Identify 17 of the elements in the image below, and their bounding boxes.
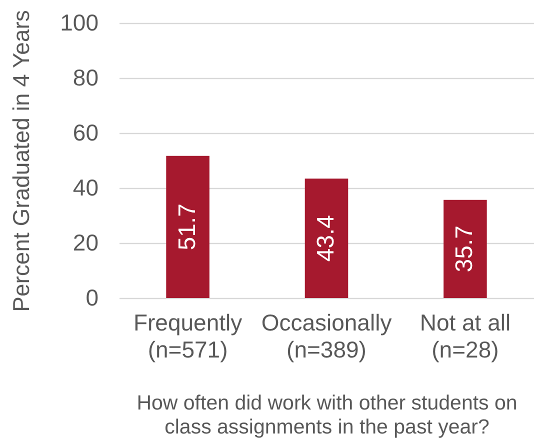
x-tick-label: Occasionally (n=389) (261, 310, 392, 362)
y-tick-label: 60 (72, 120, 98, 146)
bar (166, 156, 210, 298)
y-tick-label: 20 (72, 230, 98, 256)
x-tick-label: Not at all (n=28) (420, 310, 511, 362)
data-label: 51.7 (174, 204, 201, 250)
bar (444, 200, 487, 298)
x-tick-label: Frequently (n=571) (133, 310, 243, 362)
y-tick-label: 40 (72, 174, 98, 200)
y-axis-title: Percent Graduated in 4 Years (8, 10, 34, 312)
data-label: 35.7 (451, 226, 478, 272)
y-tick-label: 100 (60, 10, 98, 36)
bar (304, 178, 348, 298)
y-tick-label: 0 (86, 284, 98, 310)
y-tick-label: 80 (72, 64, 98, 90)
data-label: 43.4 (312, 214, 340, 262)
x-axis-title: How often did work with other students on class assignments in the past year? (136, 392, 518, 438)
